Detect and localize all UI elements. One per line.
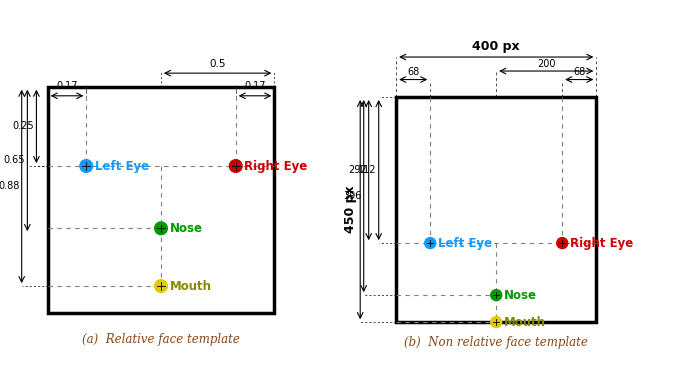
Text: 0.17: 0.17	[245, 81, 266, 91]
Text: Right Eye: Right Eye	[570, 237, 633, 250]
Text: 0.25: 0.25	[12, 122, 34, 131]
Text: (b)  Non relative face template: (b) Non relative face template	[404, 336, 588, 349]
Circle shape	[490, 290, 501, 301]
Text: Right Eye: Right Eye	[245, 160, 308, 172]
Text: 292: 292	[348, 165, 366, 175]
Circle shape	[557, 238, 568, 249]
Text: 68: 68	[573, 67, 586, 77]
Text: Left Eye: Left Eye	[95, 160, 149, 172]
Text: Nose: Nose	[170, 222, 203, 235]
Text: 400 px: 400 px	[473, 40, 520, 53]
Circle shape	[155, 222, 167, 235]
Text: Left Eye: Left Eye	[438, 237, 492, 250]
Text: 112: 112	[358, 165, 377, 175]
Text: 0.17: 0.17	[56, 81, 77, 91]
Text: Mouth: Mouth	[170, 279, 212, 292]
Circle shape	[490, 317, 501, 328]
Text: 0.5: 0.5	[210, 59, 226, 69]
Text: 396: 396	[343, 191, 362, 201]
Text: 450 px: 450 px	[344, 186, 357, 233]
Text: (a)  Relative face template: (a) Relative face template	[82, 332, 240, 345]
Bar	[396, 97, 596, 322]
Text: Nose: Nose	[503, 289, 537, 301]
Bar	[48, 87, 274, 313]
Text: 0.88: 0.88	[0, 181, 19, 191]
Text: Mouth: Mouth	[503, 316, 546, 328]
Text: 200: 200	[537, 58, 556, 69]
Circle shape	[155, 280, 167, 292]
Circle shape	[229, 160, 242, 172]
Text: 0.65: 0.65	[3, 155, 25, 165]
Text: 68: 68	[407, 67, 419, 77]
Circle shape	[80, 160, 92, 172]
Circle shape	[425, 238, 436, 249]
